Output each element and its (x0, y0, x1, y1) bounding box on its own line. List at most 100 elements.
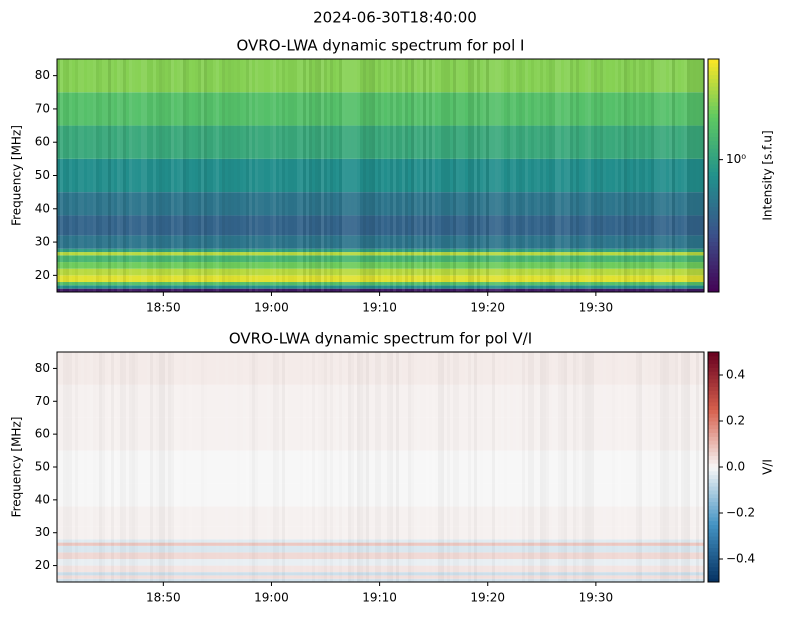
colorbar-step (708, 363, 719, 368)
texture-stripe (603, 59, 606, 292)
colorbar-step (708, 447, 719, 453)
texture-stripe (360, 59, 363, 292)
axes-title: OVRO-LWA dynamic spectrum for pol V/I (229, 330, 532, 348)
texture-stripe (198, 352, 201, 582)
texture-stripe (654, 59, 657, 292)
texture-stripe (384, 59, 387, 292)
texture-stripe (525, 352, 528, 582)
texture-stripe (687, 59, 690, 292)
colorbar-label: Intensity [s.f.u] (761, 130, 775, 220)
texture-stripe (93, 352, 96, 582)
texture-stripe (486, 352, 489, 582)
colorbar-step (708, 175, 719, 180)
texture-stripe (345, 352, 348, 582)
colorbar-step (708, 436, 719, 441)
x-tick-label: 19:20 (470, 301, 505, 315)
texture-stripe (381, 352, 384, 582)
colorbar-tick-label: 0.0 (726, 460, 745, 474)
colorbar-step (708, 159, 719, 165)
texture-stripe (627, 59, 630, 292)
texture-stripe (672, 59, 675, 292)
texture-stripe (309, 59, 312, 292)
texture-stripe (579, 59, 582, 292)
texture-stripe (426, 352, 429, 582)
texture-stripe (228, 352, 231, 582)
texture-stripe (411, 59, 414, 292)
texture-stripe (138, 59, 141, 292)
texture-stripe (522, 352, 525, 582)
texture-stripe (60, 352, 63, 582)
texture-stripe (483, 59, 486, 292)
colorbar-step (708, 532, 719, 537)
texture-stripe (207, 59, 210, 292)
texture-stripe (402, 59, 405, 292)
texture-stripe (270, 352, 273, 582)
texture-stripe (252, 352, 255, 582)
texture-stripe (573, 352, 576, 582)
colorbar-step (708, 241, 719, 246)
texture-stripe (354, 352, 357, 582)
texture-stripe (546, 352, 549, 582)
colorbar-step (708, 574, 719, 579)
texture-stripe (81, 352, 84, 582)
texture-stripe (582, 352, 585, 582)
colorbar-step (708, 474, 719, 479)
texture-stripe (63, 59, 66, 292)
texture-stripe (111, 59, 114, 292)
texture-stripe (375, 352, 378, 582)
texture-stripe (615, 352, 618, 582)
texture-stripe (318, 352, 321, 582)
texture-stripe (231, 352, 234, 582)
texture-stripe (636, 59, 639, 292)
heatmap-band (57, 288, 704, 292)
colorbar-step (708, 352, 719, 357)
texture-stripe (486, 59, 489, 292)
colorbar-step (708, 355, 719, 361)
texture-stripe (81, 59, 84, 292)
colorbar-step (708, 253, 719, 258)
texture-stripe (273, 352, 276, 582)
texture-stripe (237, 59, 240, 292)
texture-stripe (576, 352, 579, 582)
texture-stripe (669, 352, 672, 582)
heatmap-band (57, 483, 704, 507)
texture-stripe (429, 352, 432, 582)
colorbar-frame (707, 58, 720, 293)
texture-stripe (417, 59, 420, 292)
texture-stripe (666, 59, 669, 292)
colorbar-step (708, 163, 719, 169)
texture-stripe (696, 59, 699, 292)
texture-stripe (468, 352, 471, 582)
colorbar-step (708, 539, 719, 545)
texture-stripe (546, 59, 549, 292)
texture-stripe (369, 352, 372, 582)
colorbar-step (708, 121, 719, 126)
colorbar-step (708, 375, 719, 380)
colorbar-step (708, 70, 719, 76)
colorbar-step (708, 210, 719, 215)
texture-stripe (495, 352, 498, 582)
texture-stripe (540, 352, 543, 582)
texture-stripe (675, 352, 678, 582)
texture-stripe (96, 352, 99, 582)
y-tick-label: 50 (35, 168, 50, 182)
texture-stripe (477, 59, 480, 292)
texture-stripe (288, 352, 291, 582)
colorbar-step (708, 390, 719, 395)
texture-stripe (156, 352, 159, 582)
texture-stripe (450, 352, 453, 582)
texture-stripe (369, 59, 372, 292)
texture-stripe (183, 59, 186, 292)
texture-stripe (663, 59, 666, 292)
texture-stripe (594, 352, 597, 582)
texture-stripe (516, 59, 519, 292)
texture-stripe (681, 352, 684, 582)
texture-stripe (267, 59, 270, 292)
texture-stripe (99, 59, 102, 292)
colorbar-step (708, 509, 719, 514)
texture-stripe (159, 59, 162, 292)
texture-stripe (543, 352, 546, 582)
texture-stripe (330, 59, 333, 292)
colorbar-step (708, 467, 719, 472)
figure-title: 2024-06-30T18:40:00 (313, 9, 477, 27)
